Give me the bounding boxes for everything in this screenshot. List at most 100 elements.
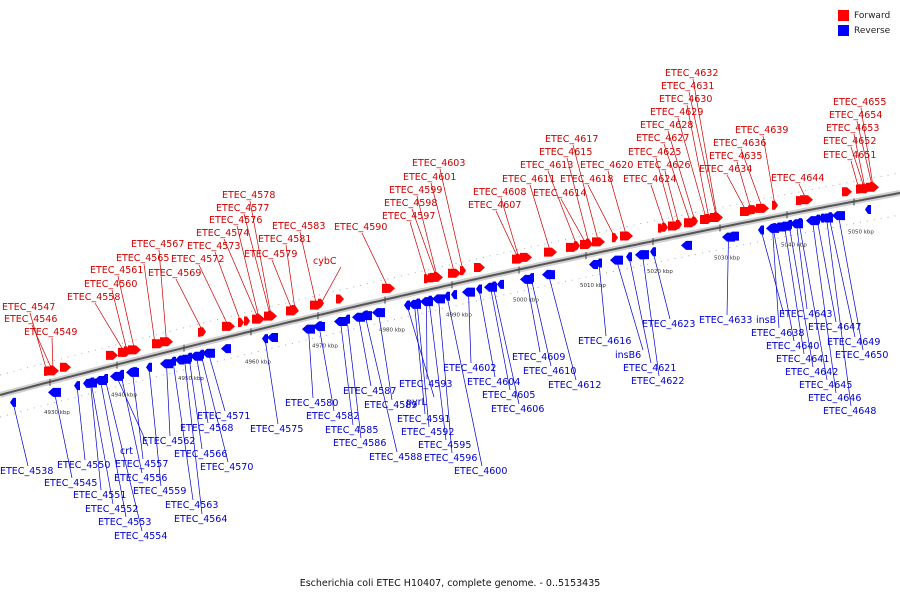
gene-label[interactable]: ETEC_4588	[369, 452, 422, 463]
track-gene[interactable]	[796, 196, 805, 206]
gene-label[interactable]: ETEC_4579	[244, 249, 297, 260]
gene-label[interactable]: ETEC_4622	[631, 376, 684, 387]
gene-label[interactable]: cybC	[313, 256, 337, 267]
gene-label[interactable]: ETEC_4652	[823, 136, 876, 147]
reverse-gene[interactable]	[770, 223, 776, 233]
reverse-gene[interactable]	[786, 220, 792, 230]
gene-label[interactable]: ETEC_4651	[823, 150, 876, 161]
track-gene[interactable]	[658, 223, 664, 233]
track-gene[interactable]	[428, 273, 438, 283]
gene-label[interactable]: ETEC_4609	[512, 352, 565, 363]
gene-label[interactable]: ETEC_4633	[699, 315, 752, 326]
gene-label[interactable]: ETEC_4636	[713, 138, 766, 149]
forward-gene[interactable]	[238, 317, 244, 327]
forward-gene[interactable]	[676, 219, 682, 229]
gene-label[interactable]: ETEC_4549	[24, 327, 77, 338]
gene-label[interactable]: ETEC_4563	[165, 500, 218, 511]
gene-label[interactable]: ETEC_4592	[401, 427, 454, 438]
gene-label[interactable]: crt	[120, 446, 133, 457]
reverse-gene[interactable]	[476, 284, 482, 294]
track-gene[interactable]	[336, 294, 344, 304]
reverse-gene[interactable]	[758, 225, 764, 235]
reverse-gene[interactable]	[462, 287, 475, 297]
track-gene[interactable]	[750, 205, 758, 215]
gene-label[interactable]: ETEC_4538	[0, 466, 53, 477]
reverse-gene[interactable]	[146, 362, 152, 372]
gene-label[interactable]: ETEC_4627	[636, 133, 689, 144]
gene-label[interactable]: ETEC_4630	[659, 94, 712, 105]
track-gene[interactable]	[842, 187, 852, 197]
forward-gene[interactable]	[222, 321, 235, 331]
gene-label[interactable]: ETEC_4608	[473, 187, 526, 198]
gene-label[interactable]: ETEC_4616	[578, 336, 631, 347]
track-gene[interactable]	[589, 260, 598, 270]
legend-item-reverse[interactable]: Reverse	[838, 23, 890, 38]
gene-label[interactable]: ETEC_4551	[73, 490, 126, 501]
gene-label[interactable]: ETEC_4582	[306, 411, 359, 422]
gene-label[interactable]: ETEC_4604	[467, 377, 520, 388]
gene-label[interactable]: ETEC_4578	[222, 190, 275, 201]
reverse-gene[interactable]	[262, 334, 268, 344]
gene-label[interactable]: ETEC_4624	[623, 174, 676, 185]
gene-label[interactable]: ETEC_4642	[785, 367, 838, 378]
gene-label[interactable]: ETEC_4617	[545, 134, 598, 145]
gene-label[interactable]: ETEC_4593	[399, 379, 452, 390]
gene-label[interactable]: ETEC_4556	[114, 473, 167, 484]
track-gene[interactable]	[290, 305, 297, 315]
track-gene[interactable]	[129, 367, 137, 377]
gene-label[interactable]: ETEC_4643	[779, 309, 832, 320]
gene-label[interactable]: ETEC_4553	[98, 517, 151, 528]
track-gene[interactable]	[474, 263, 485, 273]
gene-label[interactable]: ETEC_4601	[403, 172, 456, 183]
gene-label[interactable]: ETEC_4606	[491, 404, 544, 415]
gene-label[interactable]: ETEC_4564	[174, 514, 227, 525]
reverse-gene[interactable]	[118, 369, 124, 379]
gene-label[interactable]: ETEC_4599	[389, 185, 442, 196]
reverse-gene[interactable]	[102, 373, 108, 383]
forward-gene[interactable]	[128, 345, 141, 355]
track-gene[interactable]	[152, 339, 165, 349]
track-gene[interactable]	[175, 355, 184, 365]
gene-label[interactable]: ETEC_4558	[67, 292, 120, 303]
gene-label[interactable]: ETEC_4632	[665, 68, 718, 79]
reverse-gene[interactable]	[198, 349, 204, 359]
gene-label[interactable]: ETEC_4568	[180, 423, 233, 434]
gene-label[interactable]: ETEC_4570	[200, 462, 253, 473]
gene-label[interactable]: ETEC_4566	[174, 449, 227, 460]
forward-gene[interactable]	[586, 238, 592, 248]
track-gene[interactable]	[83, 378, 90, 388]
gene-label[interactable]: ETEC_4614	[533, 188, 586, 199]
gene-label[interactable]: ETEC_4583	[272, 221, 325, 232]
gene-label[interactable]: ETEC_4595	[418, 440, 471, 451]
track-gene[interactable]	[704, 214, 711, 224]
forward-gene[interactable]	[592, 237, 605, 247]
gene-label[interactable]: ETEC_4571	[197, 411, 250, 422]
gene-label[interactable]: ETEC_4559	[133, 486, 186, 497]
gene-label[interactable]: ETEC_4650	[835, 350, 888, 361]
track-gene[interactable]	[198, 327, 203, 337]
forward-gene[interactable]	[460, 266, 466, 276]
forward-gene[interactable]	[756, 203, 769, 213]
track-gene[interactable]	[773, 222, 786, 232]
gene-label[interactable]: ETEC_4576	[209, 215, 262, 226]
gene-label[interactable]: ETEC_4585	[325, 425, 378, 436]
gene-label[interactable]: ETEC_4590	[334, 222, 387, 233]
reverse-gene[interactable]	[302, 324, 315, 334]
gene-label[interactable]: ETEC_4634	[699, 164, 752, 175]
reverse-gene[interactable]	[626, 252, 632, 262]
forward-gene[interactable]	[318, 298, 324, 308]
reverse-gene[interactable]	[202, 348, 215, 358]
gene-label[interactable]: ETEC_4638	[751, 328, 804, 339]
gene-label[interactable]: ETEC_4626	[637, 160, 690, 171]
gene-label[interactable]: ETEC_4552	[85, 504, 138, 515]
track-gene[interactable]	[244, 316, 250, 326]
track-gene[interactable]	[819, 213, 824, 223]
reverse-gene[interactable]	[490, 281, 496, 291]
forward-gene[interactable]	[772, 200, 778, 210]
gene-label[interactable]: ETEC_4644	[771, 173, 824, 184]
gene-label[interactable]: ETEC_4602	[443, 363, 496, 374]
gene-label[interactable]: ETEC_4562	[142, 436, 195, 447]
reverse-gene[interactable]	[74, 381, 80, 391]
forward-gene[interactable]	[448, 268, 461, 278]
gene-label[interactable]: ETEC_4623	[642, 319, 695, 330]
